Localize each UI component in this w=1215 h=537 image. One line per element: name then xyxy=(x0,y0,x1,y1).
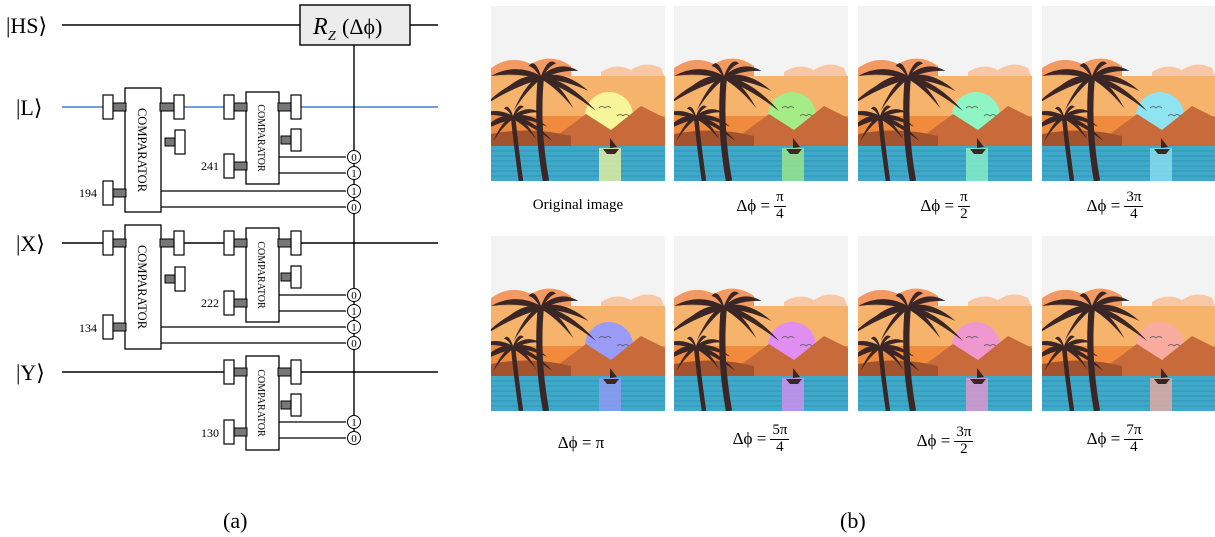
comparator-l-large: COMPARATOR xyxy=(102,87,186,213)
image-tile xyxy=(674,6,848,181)
caption-pi: Δϕ = π xyxy=(557,433,605,452)
constant-134: 134 xyxy=(79,321,97,335)
svg-text:COMPARATOR: COMPARATOR xyxy=(135,108,149,193)
comparator-x-large: COMPARATOR xyxy=(102,224,186,350)
control-value: 0 xyxy=(351,433,357,445)
constant-241: 241 xyxy=(201,159,219,173)
image-tile xyxy=(1042,236,1215,411)
control-value: 1 xyxy=(351,322,357,334)
comparator-y-small: COMPARATOR xyxy=(223,355,302,451)
ancilla-lines xyxy=(160,156,346,439)
control-circle xyxy=(347,320,361,334)
panel-label-b: (b) xyxy=(840,508,866,533)
image-tile xyxy=(674,236,848,411)
control-value: 0 xyxy=(351,338,357,350)
control-circle xyxy=(347,304,361,318)
control-circle xyxy=(347,288,361,302)
wire-label-y: |Y⟩ xyxy=(16,360,45,385)
caption-3pi-over-4: Δϕ = 3π 4 xyxy=(1086,189,1144,222)
image-tile xyxy=(858,236,1032,411)
caption-original: Original image xyxy=(532,197,624,213)
control-value: 0 xyxy=(351,290,357,302)
rz-gate xyxy=(299,4,411,46)
control-value: 0 xyxy=(351,202,357,214)
quantum-circuit: R Z (Δϕ) |HS⟩ |L⟩ |X⟩ |Y⟩ COMPARATOR 194… xyxy=(6,4,438,451)
caption-5pi-over-4: Δϕ = 5π 4 xyxy=(732,422,790,455)
comparator-x-small: COMPARATOR xyxy=(223,227,302,323)
image-tile xyxy=(491,6,665,181)
control-circle xyxy=(347,200,361,214)
control-circle xyxy=(347,431,361,445)
image-tile xyxy=(491,236,665,411)
wire-label-x: |X⟩ xyxy=(16,231,45,256)
control-value: 1 xyxy=(351,186,357,198)
control-value: 0 xyxy=(351,152,357,164)
control-value: 1 xyxy=(351,417,357,429)
constant-222: 222 xyxy=(201,296,219,310)
wire-label-l: |L⟩ xyxy=(16,95,42,120)
control-circle xyxy=(347,415,361,429)
image-tile xyxy=(858,6,1032,181)
constant-194: 194 xyxy=(79,186,97,200)
image-tile xyxy=(1042,6,1215,181)
comparator-l-small: COMPARATOR xyxy=(223,91,302,185)
svg-text:COMPARATOR: COMPARATOR xyxy=(255,104,266,172)
rz-gate-label: R xyxy=(312,14,328,40)
caption-3pi-over-2: Δϕ = 3π 2 xyxy=(916,424,974,457)
control-circle xyxy=(347,166,361,180)
control-circle xyxy=(347,150,361,164)
svg-text:COMPARATOR: COMPARATOR xyxy=(255,241,266,309)
rz-gate-subscript: Z xyxy=(328,29,336,44)
panel-label-a: (a) xyxy=(223,508,248,533)
control-value: 1 xyxy=(351,168,357,180)
wire-label-hs: |HS⟩ xyxy=(6,13,47,38)
caption-7pi-over-4: Δϕ = 7π 4 xyxy=(1086,422,1144,455)
constant-130: 130 xyxy=(201,426,219,440)
svg-text:COMPARATOR: COMPARATOR xyxy=(255,369,266,437)
control-value: 1 xyxy=(351,306,357,318)
control-circle xyxy=(347,184,361,198)
control-circle xyxy=(347,336,361,350)
rz-gate-argument: (Δϕ) xyxy=(342,14,382,39)
svg-text:COMPARATOR: COMPARATOR xyxy=(135,245,149,330)
